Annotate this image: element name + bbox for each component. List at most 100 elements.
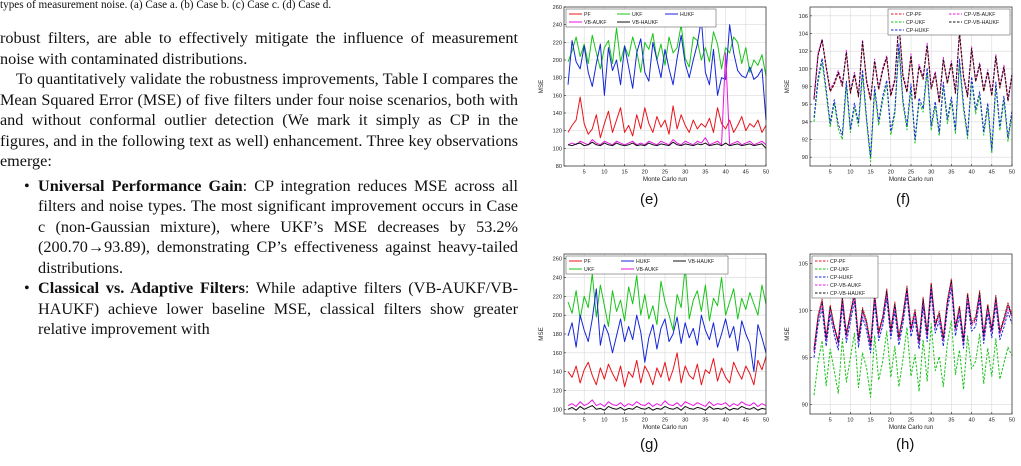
observation-text: : While adaptive filters (VB-AUKF/VB-HAU… <box>38 279 518 338</box>
x-tick-label: 45 <box>743 418 749 424</box>
series-line-cp-ukf <box>813 320 1013 398</box>
legend-label: CP-VB-HAUKF <box>964 20 999 26</box>
y-tick-label: 180 <box>553 332 562 338</box>
legend-label: CP-HUKF <box>830 275 853 281</box>
series-line-cp-vb-haukf <box>813 279 1013 351</box>
subfigure-label-h: (h) <box>896 436 915 453</box>
series-line-vb-aukf <box>567 399 767 407</box>
x-tick-label: 30 <box>682 170 688 176</box>
series-line-cp-hukf <box>813 287 1013 358</box>
legend-label: VB-HAUKF <box>632 20 658 26</box>
legend-label: CP-UKF <box>906 20 925 26</box>
y-tick-label: 260 <box>553 5 562 11</box>
legend-label: CP-VB-AUKF <box>964 12 995 18</box>
chart-h: 5 10 15 20 25 30 35 40 45 50 90 95 100 105 Monte Carlo… <box>784 253 1015 431</box>
legend-label: VB-HAUKF <box>688 259 714 265</box>
legend-label: HUKF <box>680 12 694 18</box>
y-tick-label: 160 <box>553 351 562 357</box>
observation-title: Universal Performance Gain <box>38 176 243 195</box>
x-tick-label: 50 <box>763 170 769 176</box>
y-tick-label: 92 <box>802 138 808 144</box>
x-tick-label: 15 <box>621 170 627 176</box>
x-tick-label: 15 <box>867 170 873 176</box>
series-line-cp-vb-haukf <box>813 21 1013 103</box>
y-tick-label: 95 <box>802 356 808 362</box>
x-axis-label: Monte Carlo run <box>889 424 934 431</box>
y-tick-label: 105 <box>799 261 808 267</box>
legend-label: CP-UKF <box>830 267 849 273</box>
figure-g: 5 10 15 20 25 30 35 40 45 50 100 120 140 160 180 200 220… <box>530 246 774 432</box>
x-tick-label: 10 <box>601 418 607 424</box>
x-tick-label: 15 <box>621 418 627 424</box>
chart-f: 5 10 15 20 25 30 35 40 45 50 90 92 94 96 98 100 102 104 10… <box>784 6 1015 183</box>
series-line-cp-hukf <box>813 42 1013 158</box>
y-axis-label: MSE <box>538 80 545 93</box>
x-tick-label: 30 <box>928 170 934 176</box>
observation-text: : CP integration reduces MSE across all … <box>38 176 519 277</box>
x-tick-label: 45 <box>743 170 749 176</box>
x-tick-label: 5 <box>583 170 586 176</box>
y-tick-label: 98 <box>802 85 808 91</box>
paragraph-1: robust filters, are able to effectively … <box>0 29 518 68</box>
observation-title: Classical vs. Adaptive Filters <box>38 279 245 297</box>
series-line-hukf <box>567 18 767 121</box>
y-tick-label: 220 <box>553 40 562 46</box>
y-tick-label: 120 <box>553 388 562 394</box>
y-tick-label: 180 <box>553 76 562 82</box>
x-tick-label: 10 <box>847 170 853 176</box>
x-tick-label: 50 <box>1009 170 1015 176</box>
x-tick-label: 15 <box>867 418 873 424</box>
x-axis-label: Monte Carlo run <box>643 176 688 183</box>
subfigure-label-e: (e) <box>640 191 659 208</box>
x-tick-label: 35 <box>948 418 954 424</box>
chart-g: 5 10 15 20 25 30 35 40 45 50 100 120 140 160 180 200 220… <box>538 253 769 431</box>
x-tick-label: 20 <box>888 170 894 176</box>
legend-label: VB-AUKF <box>584 20 606 26</box>
legend-label: CP-VB-HAUKF <box>830 291 865 297</box>
y-tick-label: 94 <box>802 120 808 126</box>
series-line-pf <box>567 96 767 139</box>
x-tick-label: 5 <box>583 418 586 424</box>
x-tick-label: 45 <box>989 170 995 176</box>
x-tick-label: 25 <box>908 418 914 424</box>
y-tick-label: 240 <box>553 276 562 282</box>
x-tick-label: 45 <box>989 418 995 424</box>
x-tick-label: 40 <box>968 170 974 176</box>
legend-label: HUKF <box>636 259 650 265</box>
y-tick-label: 100 <box>553 146 562 152</box>
y-tick-label: 100 <box>553 407 562 413</box>
bullet-icon: • <box>24 279 30 297</box>
chart-e: 5 10 15 20 25 30 35 40 45 50 80 100 120 140 160 180 200 2… <box>538 5 769 183</box>
y-tick-label: 96 <box>802 102 808 108</box>
x-tick-label: 10 <box>847 418 853 424</box>
y-tick-label: 90 <box>802 155 808 161</box>
legend-label: CP-VB-AUKF <box>830 283 861 289</box>
y-tick-label: 100 <box>799 67 808 73</box>
x-tick-label: 20 <box>642 170 648 176</box>
figure-h: 5 10 15 20 25 30 35 40 45 50 90 95 100 105 Monte Carlo… <box>782 246 1020 432</box>
legend-box <box>565 255 729 275</box>
body-text-column: robust filters, are able to effectively … <box>0 28 518 340</box>
y-tick-label: 240 <box>553 23 562 29</box>
y-tick-label: 106 <box>799 14 808 20</box>
x-tick-label: 5 <box>829 418 832 424</box>
y-tick-label: 100 <box>799 308 808 314</box>
legend-label: PF <box>584 259 591 265</box>
y-tick-label: 80 <box>556 164 562 170</box>
x-tick-label: 20 <box>888 418 894 424</box>
x-tick-label: 5 <box>829 170 832 176</box>
y-axis-label: MSE <box>538 327 545 340</box>
series-line-hukf <box>567 288 767 373</box>
y-tick-label: 90 <box>802 403 808 409</box>
x-tick-label: 30 <box>682 418 688 424</box>
series-line-vb-haukf <box>567 141 767 149</box>
legend-label: CP-HUKF <box>906 28 929 34</box>
x-tick-label: 40 <box>722 418 728 424</box>
series-line-pf <box>567 352 767 388</box>
y-axis-label: MSE <box>784 80 791 93</box>
x-tick-label: 40 <box>722 170 728 176</box>
bullet-icon: • <box>24 176 30 195</box>
x-tick-label: 35 <box>702 170 708 176</box>
x-axis-label: Monte Carlo run <box>643 424 688 431</box>
y-tick-label: 260 <box>553 257 562 263</box>
